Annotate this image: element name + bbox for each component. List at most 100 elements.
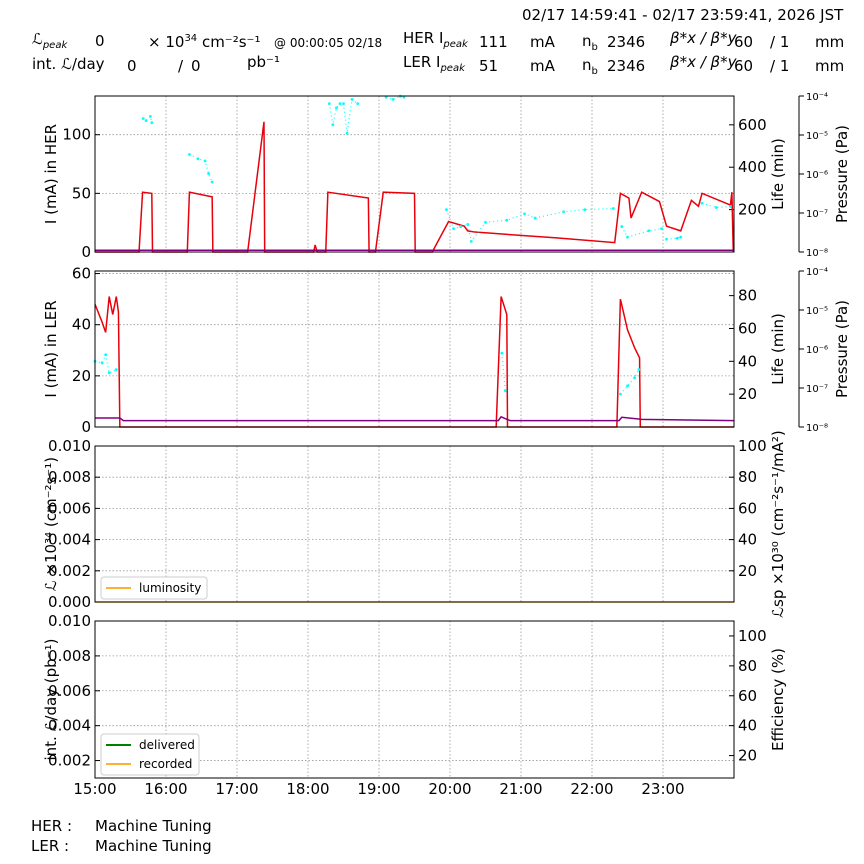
her-peak-unit: mA [530, 33, 555, 51]
footer-ler-label: LER : [31, 837, 70, 855]
y-tick-label: 0.004 [48, 531, 91, 549]
y-tick-label: 60 [72, 265, 91, 283]
y2-tick-label: 40 [738, 531, 757, 549]
y2-tick-label: 20 [738, 385, 757, 403]
x-tick-label: 16:00 [144, 780, 187, 798]
ler-nb-value: 2346 [607, 57, 646, 75]
lpeak-time: @ 00:00:05 02/18 [274, 36, 383, 50]
legend-box [100, 576, 208, 600]
plot-frame [94, 620, 735, 779]
life-trace [385, 95, 405, 101]
legend-label: luminosity [139, 581, 201, 595]
life-trace [701, 202, 731, 209]
life-trace [142, 115, 153, 123]
life-point [665, 237, 668, 241]
y-tick-label: 20 [72, 367, 91, 385]
her-nb-value: 2346 [607, 33, 646, 51]
ler-nb-label: nb [582, 56, 598, 77]
life-trace [445, 207, 614, 243]
y-tick-label: 0.010 [48, 612, 91, 630]
life-point [637, 368, 641, 371]
y2-tick-label: 60 [738, 687, 757, 705]
y-tick-label: 0.002 [48, 752, 91, 770]
life-point [626, 384, 629, 388]
pressure-axis-label: Pressure (Pa) [833, 125, 851, 223]
pressure-axis-label: Pressure (Pa) [833, 300, 851, 398]
y2-axis-label: Life (min) [769, 138, 787, 210]
life-trace [619, 369, 640, 395]
y2-axis-label: Life (min) [769, 313, 787, 385]
life-point [714, 206, 718, 209]
y2-tick-label: 80 [738, 287, 757, 305]
life-point [660, 227, 663, 231]
y2-tick-label: 60 [738, 499, 757, 517]
y2-tick-label: 400 [738, 158, 767, 176]
y2-tick-label: 200 [738, 201, 767, 219]
life-point [335, 106, 338, 110]
life-point [356, 102, 360, 106]
y2-tick-label: 80 [738, 657, 757, 675]
life-point [402, 95, 406, 99]
y-tick-label: 100 [62, 126, 91, 144]
x-tick-label: 15:00 [73, 780, 116, 798]
her-beta-value: 60 [734, 33, 754, 51]
y2-tick-label: 80 [738, 468, 757, 486]
time-range: 02/17 14:59:41 - 02/17 23:59:41, 2026 JS… [522, 6, 844, 24]
life-trace [666, 236, 681, 240]
y-axis-label: ℒ ×10³⁴ (cm⁻²s⁻¹) [42, 457, 60, 591]
y2-tick-label: 20 [738, 747, 757, 765]
life-point [345, 131, 349, 135]
life-point [207, 172, 211, 175]
y-tick-label: 0 [81, 243, 91, 261]
pressure-tick-label: 10⁻⁶ [806, 170, 828, 181]
life-point [210, 180, 214, 184]
life-point [583, 208, 587, 212]
y2-tick-label: 100 [738, 627, 767, 645]
pressure-tick-label: 10⁻⁸ [806, 248, 828, 259]
plot-frame [94, 445, 735, 603]
footer-her-status: Machine Tuning [95, 817, 212, 835]
y-tick-label: 0.010 [48, 437, 91, 455]
y-tick-label: 50 [72, 184, 91, 202]
pressure-tick-label: 10⁻⁵ [806, 131, 828, 142]
x-tick-label: 18:00 [286, 780, 329, 798]
life-point [647, 229, 651, 233]
her-peak-value: 111 [479, 33, 508, 51]
y-tick-label: 0.008 [48, 468, 91, 486]
lpeak-value: 0 [95, 32, 105, 50]
y-tick-label: 0.000 [48, 593, 91, 611]
y2-tick-label: 100 [738, 437, 767, 455]
x-tick-label: 17:00 [215, 780, 258, 798]
intl-unit: pb⁻¹ [247, 53, 280, 71]
lpeak-unit: × 1034 cm⁻²s⁻¹ [148, 33, 261, 51]
ler-peak-value: 51 [479, 57, 499, 75]
her-beta-unit: mm [815, 33, 845, 51]
y2-tick-label: 600 [738, 116, 767, 134]
pressure-tick-label: 10⁻⁷ [806, 384, 828, 395]
y-tick-label: 40 [72, 316, 91, 334]
pressure-tick-label: 10⁻⁸ [806, 423, 828, 434]
her-peak-label: HER Ipeak [403, 29, 468, 50]
footer-ler-status: Machine Tuning [95, 837, 212, 855]
footer-her-label: HER : [31, 817, 73, 835]
y-axis-label: I (mA) in HER [42, 124, 60, 224]
pressure-line [95, 415, 735, 422]
plot-frame [94, 95, 735, 253]
plot-frame [94, 270, 735, 428]
life-point [150, 121, 154, 125]
y2-tick-label: 20 [738, 562, 757, 580]
her-beta-label: β*x / β*y [670, 29, 737, 47]
ler-peak-label: LER Ipeak [403, 53, 465, 74]
y-tick-label: 0.002 [48, 562, 91, 580]
x-tick-label: 21:00 [499, 780, 542, 798]
life-point [107, 371, 111, 375]
ler-beta-unit: mm [815, 57, 845, 75]
pressure-tick-label: 10⁻⁷ [806, 209, 828, 220]
life-point [114, 368, 118, 371]
y-tick-label: 0.006 [48, 682, 91, 700]
y-axis-label: int. ℒ/day (pb⁻¹) [42, 639, 60, 761]
y-tick-label: 0.004 [48, 717, 91, 735]
ler-beta-label: β*x / β*y [670, 53, 737, 71]
intl-value: 0 [127, 57, 137, 75]
